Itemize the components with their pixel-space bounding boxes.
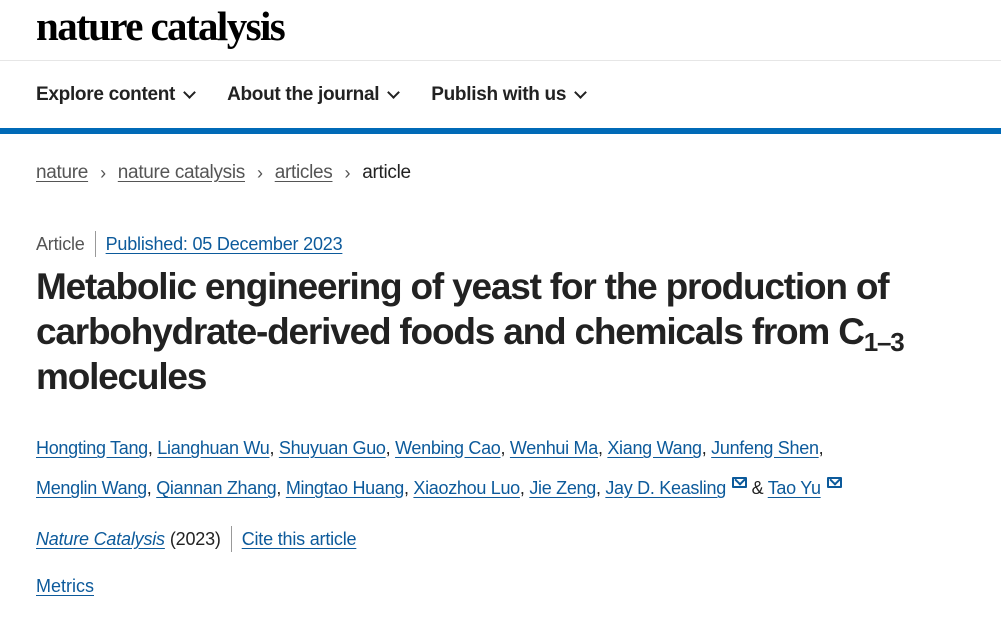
title-text-end: molecules bbox=[36, 356, 207, 397]
metrics: Metrics bbox=[36, 576, 94, 597]
author-list: Hongting Tang, Lianghuan Wu, Shuyuan Guo… bbox=[36, 428, 966, 508]
author-link[interactable]: Jay D. Keasling bbox=[605, 478, 726, 498]
title-subscript: 1–3 bbox=[863, 327, 905, 357]
main-nav: Explore content About the journal Publis… bbox=[36, 84, 618, 106]
author-link[interactable]: Wenbing Cao bbox=[395, 438, 501, 458]
chevron-down-icon bbox=[183, 86, 196, 99]
chevron-down-icon bbox=[574, 86, 587, 99]
breadcrumb-current: article bbox=[362, 162, 411, 183]
divider bbox=[0, 60, 1001, 61]
nav-label: About the journal bbox=[227, 84, 380, 105]
cite-this-article-link[interactable]: Cite this article bbox=[241, 528, 357, 549]
metrics-link[interactable]: Metrics bbox=[36, 576, 94, 596]
chevron-down-icon bbox=[387, 86, 401, 99]
nav-label: Explore content bbox=[36, 84, 176, 105]
journal-link[interactable]: Nature Catalysis bbox=[36, 529, 170, 550]
author-link[interactable]: Mingtao Huang bbox=[285, 478, 404, 498]
breadcrumb: nature › nature catalysis › articles › a… bbox=[36, 162, 411, 184]
author-link[interactable]: Qiannan Zhang bbox=[156, 478, 277, 498]
title-text: Metabolic engineering of yeast for the p… bbox=[36, 266, 890, 352]
nav-explore-content[interactable]: Explore content bbox=[36, 84, 196, 106]
author-link[interactable]: Lianghuan Wu bbox=[157, 438, 270, 458]
breadcrumb-articles[interactable]: articles bbox=[274, 162, 333, 183]
published-date-link[interactable]: Published: 05 December 2023 bbox=[105, 233, 343, 254]
journal-logo[interactable]: nature catalysis bbox=[36, 3, 286, 49]
ampersand: & bbox=[751, 478, 764, 498]
email-icon[interactable] bbox=[826, 477, 842, 488]
author-link[interactable]: Xiaozhou Luo bbox=[413, 478, 520, 498]
nav-publish-with-us[interactable]: Publish with us bbox=[431, 84, 587, 106]
journal-info: Nature Catalysis (2023) Cite this articl… bbox=[36, 526, 357, 552]
year: (2023) bbox=[170, 526, 232, 552]
author-link[interactable]: Wenhui Ma bbox=[509, 438, 598, 458]
author-link[interactable]: Jie Zeng bbox=[529, 478, 596, 498]
author-link[interactable]: Junfeng Shen bbox=[711, 438, 819, 458]
article-type: Article bbox=[36, 231, 96, 257]
article-title: Metabolic engineering of yeast for the p… bbox=[36, 264, 966, 399]
article-meta: Article Published: 05 December 2023 bbox=[36, 231, 343, 257]
author-link[interactable]: Xiang Wang bbox=[607, 438, 702, 458]
author-link[interactable]: Menglin Wang bbox=[36, 478, 147, 498]
breadcrumb-nature-catalysis[interactable]: nature catalysis bbox=[117, 162, 246, 183]
author-link[interactable]: Shuyuan Guo bbox=[278, 438, 386, 458]
journal-name: Nature Catalysis bbox=[36, 528, 165, 549]
nav-about-journal[interactable]: About the journal bbox=[227, 84, 401, 106]
nav-label: Publish with us bbox=[431, 84, 567, 105]
breadcrumb-nature[interactable]: nature bbox=[36, 162, 89, 183]
author-link[interactable]: Tao Yu bbox=[767, 478, 821, 498]
chevron-right-icon: › bbox=[257, 162, 263, 183]
accent-bar bbox=[0, 128, 1001, 134]
author-link[interactable]: Hongting Tang bbox=[36, 438, 148, 458]
chevron-right-icon: › bbox=[100, 162, 106, 183]
email-icon[interactable] bbox=[731, 477, 747, 488]
chevron-right-icon: › bbox=[344, 162, 351, 183]
